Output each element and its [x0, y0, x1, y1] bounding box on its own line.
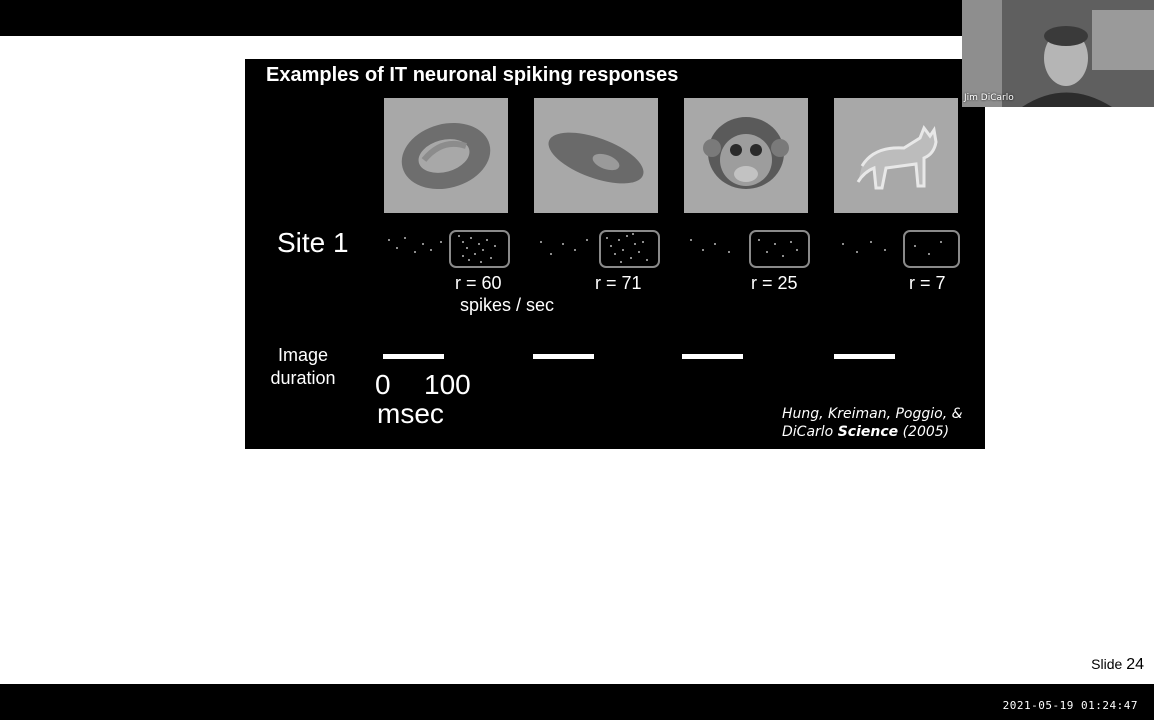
duration-bar-4	[834, 354, 895, 359]
duration-bar-2	[533, 354, 594, 359]
spike-raster-plot	[690, 230, 810, 268]
citation-year: (2005)	[902, 424, 950, 440]
duration-bar-3	[682, 354, 743, 359]
spike-raster-2	[534, 229, 660, 269]
participant-name: Jim DiCarlo	[964, 93, 1014, 103]
firing-rate-1: r = 60	[455, 273, 502, 293]
spike-raster-plot	[842, 230, 960, 268]
spike-raster-4	[834, 229, 960, 269]
spike-raster-1	[384, 229, 510, 269]
slide-number-label: Slide	[1091, 656, 1123, 672]
rate-unit-label: spikes / sec	[460, 295, 555, 315]
firing-rate-3: r = 25	[751, 273, 798, 293]
citation-journal: Science	[837, 424, 899, 440]
citation-authors: Hung, Kreiman, Poggio, &	[782, 406, 963, 422]
spike-raster-plot	[388, 230, 510, 268]
firing-rate-4: r = 7	[909, 273, 946, 293]
time-scale-start: 0	[375, 369, 391, 400]
citation-source: DiCarlo Science (2005)	[782, 423, 963, 441]
participant-video-icon	[962, 0, 1154, 107]
bottom-black-bar: 2021-05-19 01:24:47	[0, 684, 1154, 720]
stimulus-image-3	[684, 98, 808, 213]
cat-figure-icon	[856, 124, 938, 190]
torus-object-icon	[401, 122, 491, 190]
spike-raster-3	[684, 229, 810, 269]
stimulus-image-4	[834, 98, 958, 213]
citation-last-author: DiCarlo	[782, 424, 834, 440]
image-duration-label: Image duration	[263, 344, 343, 390]
duration-bar-1	[383, 354, 444, 359]
time-scale-end: 100	[424, 369, 471, 400]
monkey-face-icon	[703, 117, 789, 189]
elongated-object-icon	[548, 132, 644, 184]
image-duration-line-1: Image	[277, 345, 329, 365]
slide-title: Examples of IT neuronal spiking response…	[266, 64, 679, 86]
slide-number: Slide 24	[1091, 656, 1144, 674]
slide-content-panel: Examples of IT neuronal spiking response…	[245, 59, 985, 449]
spike-raster-plot	[540, 230, 660, 268]
image-duration-line-2: duration	[270, 368, 336, 388]
slide-number-value: 24	[1126, 656, 1144, 673]
top-black-bar	[0, 0, 1154, 36]
webcam-thumbnail[interactable]: Jim DiCarlo	[962, 0, 1154, 107]
stimulus-image-2	[534, 98, 658, 213]
stimulus-image-1	[384, 98, 508, 213]
citation: Hung, Kreiman, Poggio, & DiCarlo Science…	[782, 405, 963, 441]
slide-canvas: Examples of IT neuronal spiking response…	[0, 36, 1154, 684]
site-label: Site 1	[277, 227, 349, 258]
time-scale-unit: msec	[377, 398, 444, 429]
firing-rate-2: r = 71	[595, 273, 642, 293]
recording-timestamp: 2021-05-19 01:24:47	[1002, 699, 1138, 712]
